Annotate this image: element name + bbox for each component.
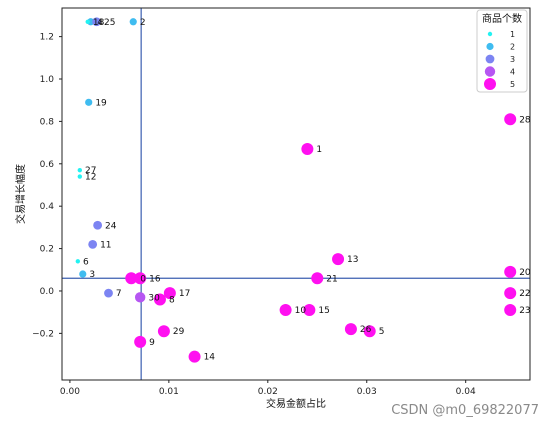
data-point-29 xyxy=(157,325,170,338)
plot-frame xyxy=(61,7,531,381)
point-label-11: 11 xyxy=(100,240,111,250)
plot-background xyxy=(62,8,530,380)
y-tick-label: 0.4 xyxy=(40,202,55,212)
legend-marker-1 xyxy=(487,31,493,37)
point-label-27: 27 xyxy=(85,166,96,176)
data-points xyxy=(75,17,517,363)
point-label-22: 22 xyxy=(519,289,530,299)
data-point-17 xyxy=(163,287,176,300)
data-point-3 xyxy=(79,270,87,278)
point-label-16: 16 xyxy=(149,274,161,284)
data-point-24 xyxy=(93,220,103,230)
legend-marker-3 xyxy=(485,54,495,64)
data-point-10 xyxy=(279,304,292,317)
point-label-3: 3 xyxy=(89,270,95,280)
point-labels: 1234567891011121314151617181920212223242… xyxy=(83,18,531,363)
data-point-2 xyxy=(129,18,137,26)
y-axis-label: 交易增长幅度 xyxy=(14,164,27,224)
point-label-21: 21 xyxy=(326,274,337,284)
y-tick-label: 1.2 xyxy=(40,33,54,43)
legend-label-4: 4 xyxy=(510,68,515,77)
point-label-12: 12 xyxy=(85,173,96,183)
y-tick-label: 0.8 xyxy=(40,117,55,127)
point-label-30: 30 xyxy=(148,293,160,303)
data-point-22 xyxy=(504,287,517,300)
x-tick-label: 0.01 xyxy=(159,387,179,397)
point-label-6: 6 xyxy=(83,257,89,267)
legend-marker-2 xyxy=(486,42,494,51)
data-point-26 xyxy=(344,323,357,336)
data-point-18 xyxy=(85,19,90,24)
x-tick-label: 0.02 xyxy=(258,387,278,397)
data-point-20 xyxy=(504,265,517,278)
y-tick-label: −0.2 xyxy=(32,329,54,339)
y-tick-label: 0.6 xyxy=(40,160,55,170)
data-point-21 xyxy=(311,272,324,285)
watermark: CSDN @m0_69822077 xyxy=(391,403,539,418)
point-label-7: 7 xyxy=(116,289,122,299)
legend-label-3: 3 xyxy=(510,55,515,64)
data-point-23 xyxy=(504,304,517,317)
axes: 0.00 0.01 0.02 0.03 0.04 −0.2 0.0 0.2 0.4 0.6 0.8 1… xyxy=(32,7,531,397)
data-point-14 xyxy=(188,350,201,363)
data-point-30 xyxy=(134,292,146,303)
x-axis-label: 交易金额占比 xyxy=(266,397,326,410)
point-label-19: 19 xyxy=(95,98,107,108)
legend-label-1: 1 xyxy=(510,30,515,39)
point-label-17: 17 xyxy=(179,289,190,299)
point-label-8: 8 xyxy=(169,295,175,305)
point-label-10: 10 xyxy=(295,306,307,316)
legend-label-2: 2 xyxy=(510,43,515,52)
data-point-8 xyxy=(153,293,166,306)
legend-title: 商品个数 xyxy=(482,12,522,25)
point-label-20: 20 xyxy=(519,268,531,278)
point-label-29: 29 xyxy=(173,327,185,337)
point-label-1: 1 xyxy=(316,145,322,155)
legend-label-5: 5 xyxy=(510,80,515,89)
point-label-15: 15 xyxy=(318,306,329,316)
x-tick-label: 0.00 xyxy=(60,387,80,397)
data-point-7 xyxy=(104,288,113,298)
point-label-25: 25 xyxy=(104,18,115,28)
y-tick-label: 0.0 xyxy=(40,287,55,297)
legend-marker-4 xyxy=(484,66,496,77)
point-label-28: 28 xyxy=(519,115,531,125)
data-point-0 xyxy=(125,272,138,285)
x-tick-label: 0.03 xyxy=(357,387,377,397)
point-label-13: 13 xyxy=(347,255,358,265)
point-label-4: 4 xyxy=(97,18,103,28)
data-point-15 xyxy=(303,304,316,317)
y-tick-label: 0.2 xyxy=(40,245,54,255)
plot-area xyxy=(62,8,530,380)
data-point-27 xyxy=(77,167,83,173)
data-point-1 xyxy=(301,142,314,155)
data-point-5 xyxy=(363,325,376,338)
point-label-2: 2 xyxy=(140,18,146,28)
data-point-16 xyxy=(134,272,147,285)
data-point-13 xyxy=(332,253,345,266)
data-point-6 xyxy=(75,259,81,264)
point-label-26: 26 xyxy=(360,325,372,335)
data-point-9 xyxy=(134,335,147,348)
data-point-12 xyxy=(77,174,83,179)
data-point-19 xyxy=(85,98,93,106)
point-label-18: 18 xyxy=(93,18,105,28)
data-point-25 xyxy=(92,17,102,27)
legend: 商品个数 1 2 3 4 5 xyxy=(476,9,528,93)
point-label-0: 0 xyxy=(140,274,146,284)
data-point-28 xyxy=(504,113,517,126)
data-point-11 xyxy=(88,239,98,249)
point-label-24: 24 xyxy=(105,221,117,231)
point-label-9: 9 xyxy=(149,338,155,348)
point-label-14: 14 xyxy=(204,353,216,363)
point-label-5: 5 xyxy=(379,327,385,337)
legend-marker-5 xyxy=(484,78,496,90)
y-tick-label: 1.0 xyxy=(40,75,55,85)
x-tick-label: 0.04 xyxy=(456,387,476,397)
point-label-23: 23 xyxy=(519,306,530,316)
